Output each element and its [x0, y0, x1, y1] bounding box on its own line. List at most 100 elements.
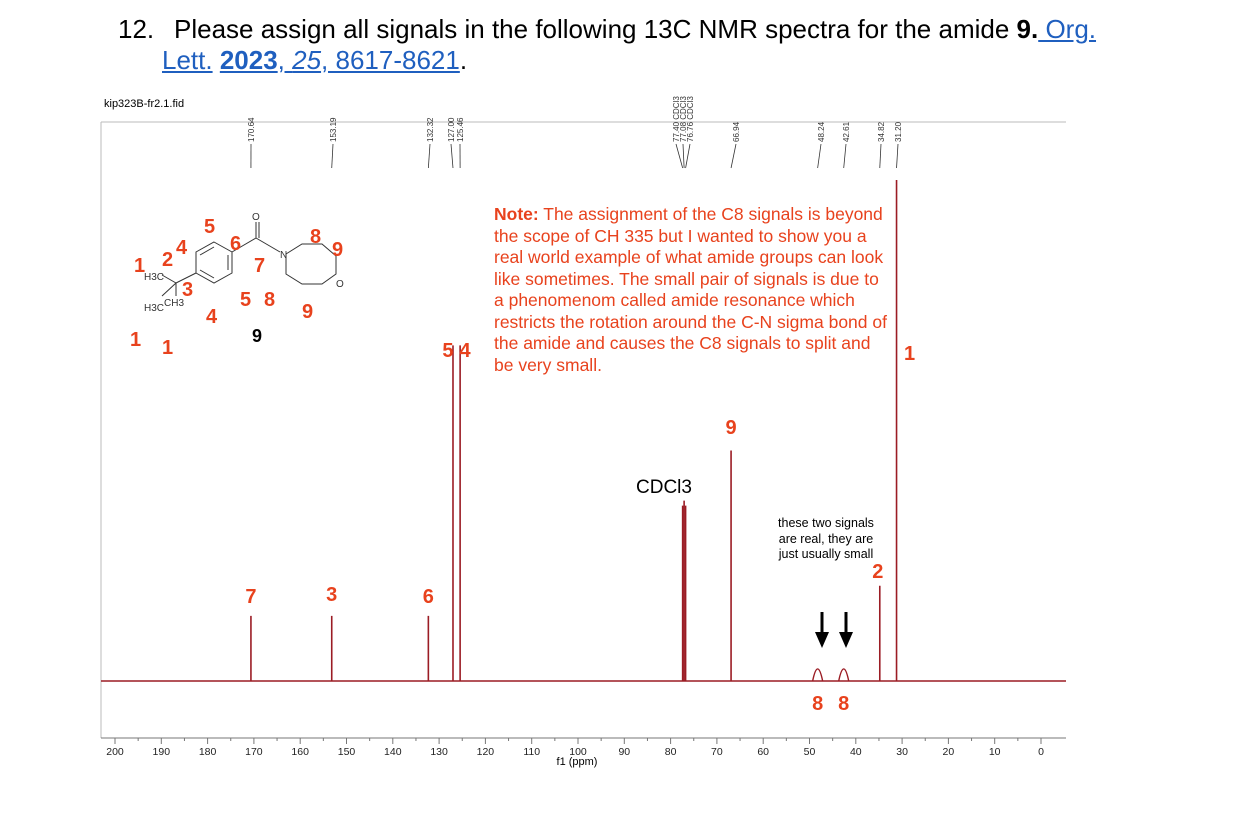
x-tick-label: 0	[1038, 746, 1044, 758]
peak-labels: 7 3 6 5 4 9 8 8 2 1	[245, 340, 915, 715]
x-axis-tick-labels: 200 190 180 170 160 150 140 130 120 110 100 90 80 70 6…	[106, 746, 1044, 758]
two-signals-annotation: these two signals are real, they are jus…	[778, 516, 874, 561]
atom-label-9: 9	[332, 239, 343, 261]
peak-list-tick	[879, 143, 882, 169]
peak-assignment-label: 9	[726, 417, 737, 439]
x-tick-label: 170	[245, 746, 263, 758]
peak-assignment-label: 7	[245, 586, 256, 608]
atom-label-1: 1	[130, 329, 141, 351]
note-bold: Note:	[494, 204, 539, 224]
atom-label-2: 2	[162, 249, 173, 271]
atom-label-8: 8	[264, 289, 275, 311]
peak-list-tick	[896, 143, 899, 169]
peak-assignment-label: 6	[423, 586, 434, 608]
x-tick-label: 70	[711, 746, 723, 758]
question-text: 12. Please assign all signals in the foll…	[118, 14, 1238, 76]
peak-list-label: 127.00	[447, 117, 456, 142]
x-tick-label: 50	[804, 746, 816, 758]
atom-label-7: 7	[254, 255, 265, 277]
peak-list-label: 132.32	[426, 117, 435, 142]
ref-sep[interactable]: ,	[277, 45, 293, 75]
peak-list-tick	[682, 143, 685, 169]
x-tick-label: 10	[989, 746, 1001, 758]
atom-label-4: 4	[176, 237, 188, 259]
methyl-group-1: H3C	[144, 272, 164, 283]
peak-assignment-label: 8	[838, 693, 849, 715]
x-tick-label: 190	[153, 746, 171, 758]
question-number: 12.	[118, 14, 155, 44]
x-tick-label: 130	[430, 746, 448, 758]
chemical-structure	[161, 222, 337, 297]
peaks	[250, 180, 898, 681]
peak-list-label: 77.08 CDCl3	[679, 96, 688, 142]
question-body: Please assign all signals in the followi…	[174, 14, 1017, 44]
peak-list-label: 77.40 CDCl3	[672, 96, 681, 142]
x-tick-label: 120	[477, 746, 495, 758]
file-name: kip323B-fr2.1.fid	[104, 98, 185, 110]
x-axis-ticks	[114, 738, 1042, 744]
benzene-ring	[195, 241, 233, 284]
x-tick-label: 180	[199, 746, 217, 758]
down-arrow-icon	[839, 612, 853, 648]
x-tick-label: 30	[896, 746, 908, 758]
x-tick-label: 60	[757, 746, 769, 758]
atom-label-5: 5	[240, 289, 251, 311]
peak-list-label: 42.61	[842, 121, 851, 142]
peak-list-label: 76.76 CDCl3	[686, 96, 695, 142]
peak-list-ticks	[250, 143, 899, 169]
solvent-label: CDCl3	[636, 477, 692, 498]
note-body: The assignment of the C8 signals is beyo…	[494, 204, 887, 375]
atom-label-9: 9	[302, 301, 313, 323]
methyl-group-2: H3C	[144, 303, 164, 314]
peak-list-label: 125.46	[456, 117, 465, 142]
x-tick-label: 160	[291, 746, 309, 758]
peak-assignment-label: 4	[460, 340, 472, 362]
amide-nitrogen: N	[280, 250, 287, 261]
morpholine-ring	[285, 243, 337, 285]
x-tick-label: 110	[523, 746, 540, 758]
x-tick-label: 90	[618, 746, 630, 758]
peak-assignment-label: 3	[326, 584, 337, 606]
ref-journal-2[interactable]: Lett.	[162, 45, 213, 75]
x-tick-label: 20	[943, 746, 955, 758]
atom-label-1: 1	[134, 255, 145, 277]
peak-list-tick	[331, 143, 334, 169]
peak-list-tick	[685, 143, 691, 169]
ref-journal[interactable]: Org.	[1038, 14, 1097, 44]
x-axis-label: f1 (ppm)	[557, 756, 598, 768]
ref-year[interactable]: 2023	[219, 45, 278, 75]
atom-label-1: 1	[162, 337, 173, 359]
peak-list-label: 66.94	[732, 121, 741, 142]
peak-list-label: 170.64	[247, 117, 256, 142]
ref-pages[interactable]: , 8617-8621	[321, 45, 460, 75]
x-tick-label: 100	[569, 746, 587, 758]
x-tick-label: 40	[850, 746, 862, 758]
x-tick-label: 200	[106, 746, 124, 758]
ref-volume[interactable]: 25	[292, 45, 322, 75]
atom-label-5: 5	[204, 216, 215, 238]
down-arrow-icon	[815, 612, 829, 648]
peak-list-tick	[843, 143, 847, 169]
peak-list-label: 153.19	[329, 117, 338, 142]
peak-list-label: 34.82	[877, 121, 886, 142]
peak-list-label: 31.20	[894, 121, 903, 142]
peak-assignment-label: 2	[872, 561, 883, 583]
atom-label-8: 8	[310, 226, 321, 248]
carbonyl-oxygen: O	[252, 212, 260, 223]
atom-label-4: 4	[206, 306, 218, 328]
atom-label-3: 3	[182, 279, 193, 301]
compound-ref: 9.	[1016, 14, 1039, 44]
ref-end: .	[459, 45, 468, 75]
peak-assignment-label: 1	[904, 343, 915, 365]
x-tick-label: 140	[384, 746, 402, 758]
compound-number: 9	[252, 326, 262, 346]
peak-assignment-label: 8	[812, 693, 823, 715]
methyl-group-3: CH3	[164, 298, 184, 309]
peak-list-labels: 170.64 153.19 132.32 127.00 125.46 77.40 CDCl…	[247, 96, 903, 142]
peak-list-tick	[450, 143, 454, 169]
note-text: Note: The assignment of the C8 signals i…	[494, 204, 889, 376]
peak-list-tick	[427, 143, 431, 169]
peak-assignment-label: 5	[442, 340, 453, 362]
peak-list-label: 48.24	[817, 121, 826, 142]
